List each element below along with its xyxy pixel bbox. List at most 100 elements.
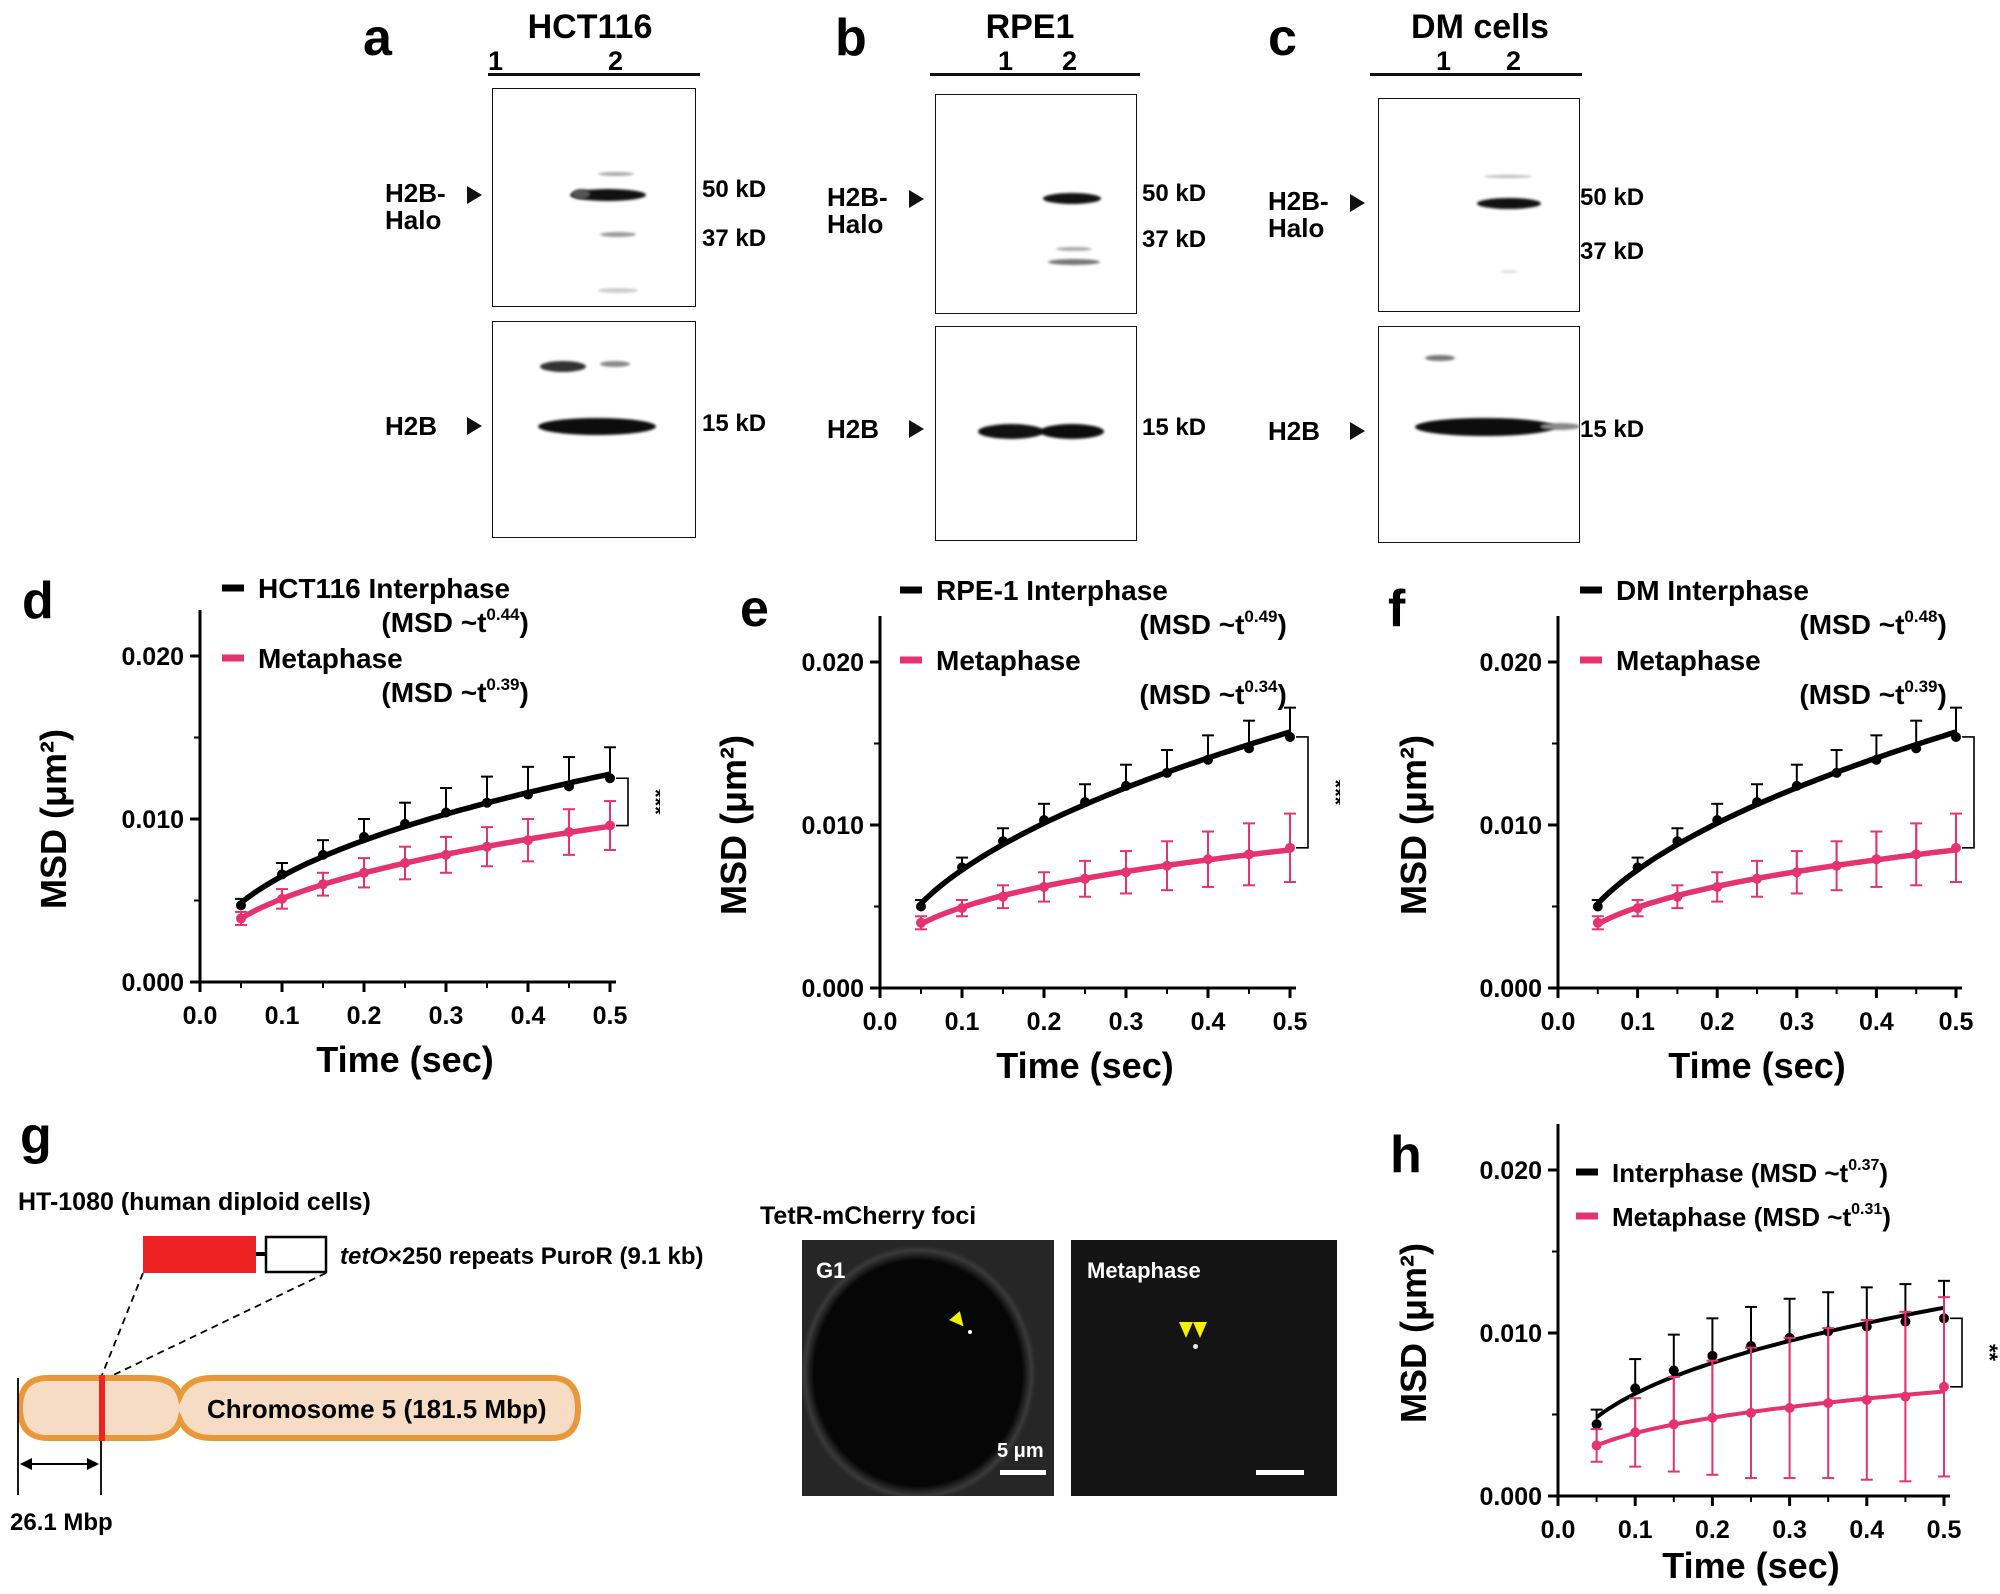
legend-exp-suffix: ) [1277,609,1286,640]
protein-band [1043,193,1101,204]
significance-stars: ** [1977,1344,2000,1362]
y-tick-label: 0.010 [1479,1320,1542,1348]
y-tick-label: 0.020 [1479,649,1542,677]
x-tick-label: 0.4 [1859,1008,1894,1036]
lane-number: 1 [998,46,1014,76]
x-tick-label: 0.2 [1700,1008,1735,1036]
y-tick-label: 0.000 [121,969,184,997]
data-point [1951,842,1961,853]
data-point [1632,862,1643,873]
protein-band [572,189,590,199]
data-point [277,893,287,904]
panel-label-e: e [740,580,769,638]
x-tick-label: 0.3 [1109,1008,1144,1036]
protein-band [1540,423,1580,430]
insert-italic: tetO [340,1243,388,1270]
fit-curve-metaphase [919,847,1291,927]
y-tick-label: 0.020 [1479,1157,1542,1185]
x-tick-label: 0.5 [1273,1008,1308,1036]
protein-band [598,172,634,176]
protein-band [540,361,586,372]
data-point [1911,743,1922,754]
data-point [1285,842,1295,853]
y-axis-label: MSD (μm²) [33,729,74,909]
data-point [1203,854,1213,865]
significance-stars: *** [1323,780,1340,806]
data-point [318,879,328,890]
x-axis-label: Time (sec) [996,1045,1173,1086]
legend-label: Metaphase [936,645,1081,676]
y-tick-label: 0.010 [801,812,864,840]
blot-upper [935,94,1137,314]
legend-exp-prefix: (MSD ~t [1139,609,1244,640]
y-tick-label: 0.000 [801,975,864,1003]
band-label-h2b-halo: H2B- Halo [385,180,446,233]
x-tick-label: 0.1 [1618,1516,1653,1544]
chromosome-5 [16,1375,582,1441]
x-tick-label: 0.2 [1027,1008,1062,1036]
band-label-h2b-halo: H2B- Halo [1268,188,1329,241]
y-axis-label: MSD (μm²) [1393,735,1434,915]
lane-divider [1370,73,1582,76]
data-point [1632,903,1643,914]
legend-exponent-label: (MSD ~t0.39) [1799,677,1946,710]
data-point [1285,731,1295,742]
y-axis-label: MSD (μm²) [1393,1243,1434,1423]
band-label-line: Halo [385,204,442,235]
protein-band [1415,418,1555,436]
data-point [564,781,574,792]
data-point [1707,1350,1718,1361]
kd-marker: 37 kD [1142,226,1207,253]
panel-label-a: a [363,9,392,67]
y-tick-label: 0.020 [801,649,864,677]
chart-f: f 0.0 0.1 0.2 0.3 0.4 0.5 0.000 0.010 0.020 Time (… [1388,575,2000,1086]
data-point [1791,867,1802,878]
data-point [482,841,492,852]
protein-band [1425,355,1455,361]
distance-arrowhead-left [20,1458,32,1470]
metaphase-arrowhead-2 [1193,1322,1207,1338]
data-point [1162,860,1172,871]
distance-label: 26.1 Mbp [10,1509,113,1536]
significance-bracket [1950,1317,1963,1388]
scale-bar-left [1000,1470,1046,1475]
legend-exp-prefix: (MSD ~t [381,677,486,708]
protein-band [600,361,630,367]
y-tick-label: 0.000 [1479,1483,1542,1511]
cell-line-label: HT-1080 (human diploid cells) [18,1188,371,1216]
data-point [1244,743,1254,754]
x-tick-label: 0.0 [183,1002,218,1030]
kd-marker: 50 kD [702,176,767,203]
lane-number: 1 [1436,46,1452,76]
legend-exp-prefix: (MSD ~t [1754,1202,1852,1232]
chromosome-label: Chromosome 5 (181.5 Mbp) [207,1394,547,1424]
data-point [1668,1419,1679,1430]
fit-curve-interphase [1595,729,1957,906]
lane-number: 2 [1062,46,1078,76]
x-tick-label: 0.2 [347,1002,382,1030]
band-arrow [467,417,482,435]
kd-marker: 15 kD [1142,414,1207,441]
x-tick-label: 0.3 [429,1002,464,1030]
tetO-block [143,1236,256,1273]
protein-band [1500,270,1518,273]
data-point [1630,1427,1641,1438]
legend-exp-suffix: ) [519,607,528,638]
data-point [318,849,328,860]
legend-exp-value: 0.39 [1904,677,1937,696]
micrograph-metaphase: Metaphase [1071,1240,1337,1496]
insertion-site [99,1375,105,1441]
data-point [564,827,574,838]
significance-stars: *** [643,789,660,815]
legend-exponent-label: (MSD ~t0.34) [1139,677,1286,710]
micrograph-g1: G1 5 μm [802,1240,1054,1496]
data-point [1039,881,1049,892]
data-point [1871,854,1882,865]
legend-exp-suffix: ) [519,677,528,708]
panel-label-c: c [1268,9,1297,67]
panel-label-d: d [22,572,54,630]
data-point [1592,901,1603,912]
legend-exponent-label: (MSD ~t0.39) [381,675,528,708]
x-tick-label: 0.3 [1779,1008,1814,1036]
